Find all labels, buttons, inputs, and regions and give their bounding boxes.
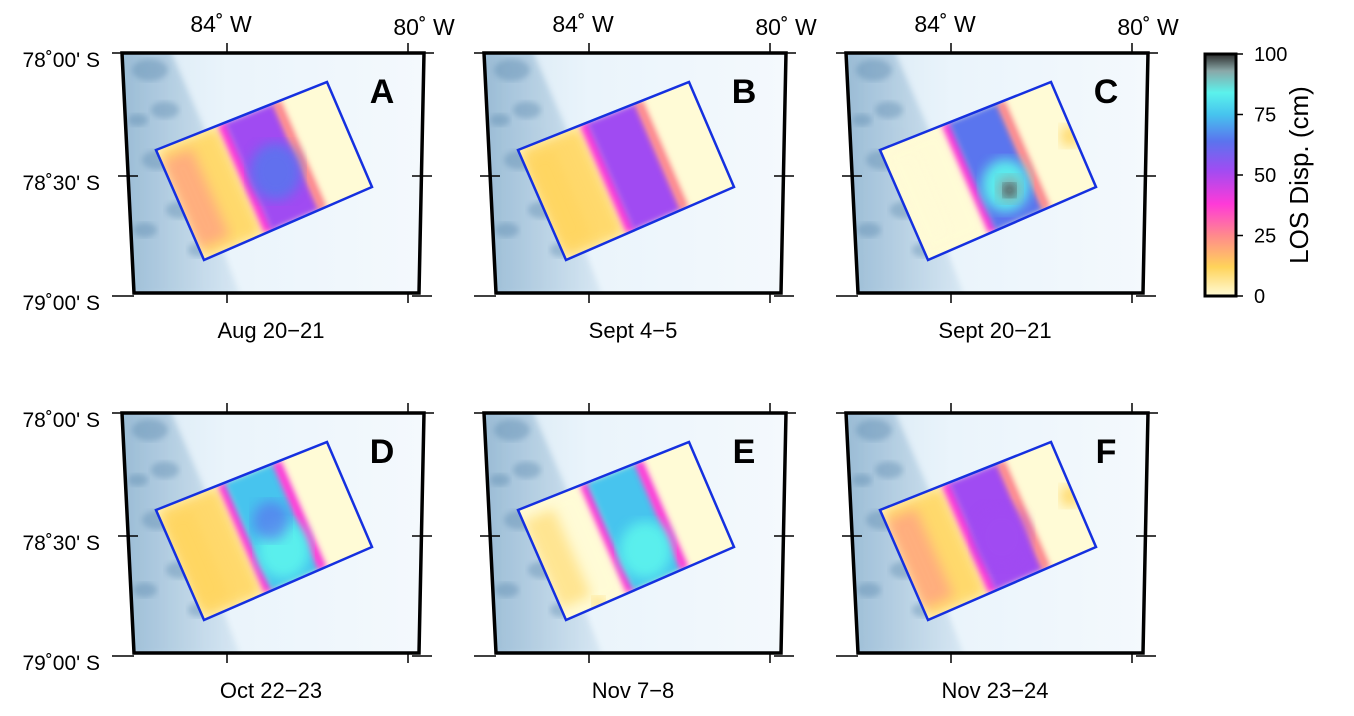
panel-date: Sept 4−5 xyxy=(589,318,678,343)
displacement-lobe xyxy=(249,142,302,201)
west-patch xyxy=(160,148,230,249)
lat-label: 79˚00' S xyxy=(22,292,100,315)
los-displacement-track xyxy=(878,440,1098,622)
panel-letter: D xyxy=(370,433,395,471)
panel-letter: E xyxy=(733,433,756,471)
los-displacement-track xyxy=(154,440,374,622)
west-patch xyxy=(884,508,954,609)
west-patch xyxy=(522,148,592,249)
displacement-lobe xyxy=(252,501,289,541)
colorbar-tick-label: 0 xyxy=(1254,286,1265,308)
terrain-ridge xyxy=(494,59,530,81)
lon-label: 84˚ W xyxy=(552,11,614,37)
panel-letter: C xyxy=(1094,73,1119,111)
terrain-ridge xyxy=(151,461,179,479)
displacement-lobe xyxy=(973,506,1030,568)
map-panel-c: C Sept 20−21 84˚ W 80˚ W xyxy=(836,11,1179,343)
track-outline xyxy=(516,440,736,622)
track-outline xyxy=(878,440,1098,622)
panel-date: Nov 7−8 xyxy=(592,678,675,703)
colorbar-tick-label: 75 xyxy=(1254,105,1276,127)
displacement-band xyxy=(586,102,684,231)
map-frame xyxy=(482,51,788,295)
map-panel-a: A Aug 20−21 84˚ W 80˚ W 78˚00' S 78˚30' S 79˚0… xyxy=(22,11,455,343)
terrain-ridge xyxy=(513,101,541,119)
terrain-ridge xyxy=(490,474,510,486)
colorbar-tick-label: 100 xyxy=(1254,44,1287,66)
terrain-ridge xyxy=(490,114,510,126)
los-displacement-track xyxy=(878,80,1098,262)
colorbar-scale xyxy=(1203,52,1238,298)
los-displacement-track xyxy=(154,80,374,262)
colorbar-tick-label: 50 xyxy=(1254,165,1276,187)
panel-letter: A xyxy=(370,73,395,111)
band-edge-east xyxy=(634,460,689,571)
map-panel-b: B Sept 4−5 84˚ W 80˚ W xyxy=(474,11,817,343)
terrain-ridge xyxy=(513,461,541,479)
track-outline xyxy=(154,440,374,622)
terrain-ridge xyxy=(857,222,881,238)
map-frame xyxy=(482,411,788,655)
lon-label: 80˚ W xyxy=(1117,14,1179,40)
terrain-ridge xyxy=(133,222,157,238)
panel-date: Nov 23−24 xyxy=(941,678,1048,703)
map-frame xyxy=(120,51,426,295)
west-patch xyxy=(160,508,230,609)
lon-label: 84˚ W xyxy=(914,11,976,37)
colorbar-tick-label: 25 xyxy=(1254,226,1276,248)
terrain-ridge xyxy=(875,461,903,479)
band-edge-east xyxy=(272,100,327,211)
track-outline xyxy=(516,80,736,262)
map-panel-e: E Nov 7−8 xyxy=(474,403,796,703)
terrain-ridge xyxy=(856,59,892,81)
terrain-ridge xyxy=(151,101,179,119)
terrain-ridge xyxy=(133,582,157,598)
panel-letter: F xyxy=(1096,433,1117,471)
los-displacement-track xyxy=(516,440,736,622)
lat-label: 78˚00' S xyxy=(22,49,100,72)
panel-date: Aug 20−21 xyxy=(217,318,324,343)
track-outline xyxy=(878,80,1098,262)
terrain-ridge xyxy=(128,114,148,126)
lat-label: 78˚30' S xyxy=(22,532,100,555)
lon-label: 80˚ W xyxy=(393,14,455,40)
lat-label: 78˚00' S xyxy=(22,409,100,432)
colorbar: 100 75 50 25 0 LOS Disp. (cm) xyxy=(1203,44,1314,308)
west-patch xyxy=(522,508,592,609)
band-edge-east xyxy=(996,100,1051,211)
map-panel-f: F Nov 23−24 xyxy=(836,403,1158,703)
terrain-ridge xyxy=(857,582,881,598)
colorbar-title: LOS Disp. (cm) xyxy=(1284,86,1314,264)
panel-date: Oct 22−23 xyxy=(220,678,322,703)
map-frame xyxy=(120,411,426,655)
band-edge-east xyxy=(996,460,1051,571)
displacement-lobe xyxy=(619,521,672,579)
terrain-ridge xyxy=(875,101,903,119)
band-edge-east xyxy=(634,100,689,211)
west-patch xyxy=(884,148,954,249)
panel-letter: B xyxy=(732,73,757,111)
terrain-ridge xyxy=(852,474,872,486)
terrain-ridge xyxy=(495,582,519,598)
lon-label: 80˚ W xyxy=(755,14,817,40)
lat-label: 79˚00' S xyxy=(22,652,100,675)
lat-label: 78˚30' S xyxy=(22,172,100,195)
map-panel-d: D Oct 22−23 78˚00' S 78˚30' S 79˚00' S xyxy=(22,403,434,703)
map-frame xyxy=(844,411,1150,655)
terrain-ridge xyxy=(494,419,530,441)
band-edge-east xyxy=(272,460,327,571)
map-frame xyxy=(844,51,1150,295)
los-displacement-track xyxy=(516,80,736,262)
terrain-ridge xyxy=(495,222,519,238)
track-outline xyxy=(154,80,374,262)
terrain-ridge xyxy=(128,474,148,486)
terrain-ridge xyxy=(852,114,872,126)
terrain-ridge xyxy=(132,59,168,81)
lon-label: 84˚ W xyxy=(190,11,252,37)
panel-date: Sept 20−21 xyxy=(938,318,1051,343)
displacement-max xyxy=(1003,183,1016,197)
terrain-ridge xyxy=(856,419,892,441)
terrain-ridge xyxy=(132,419,168,441)
